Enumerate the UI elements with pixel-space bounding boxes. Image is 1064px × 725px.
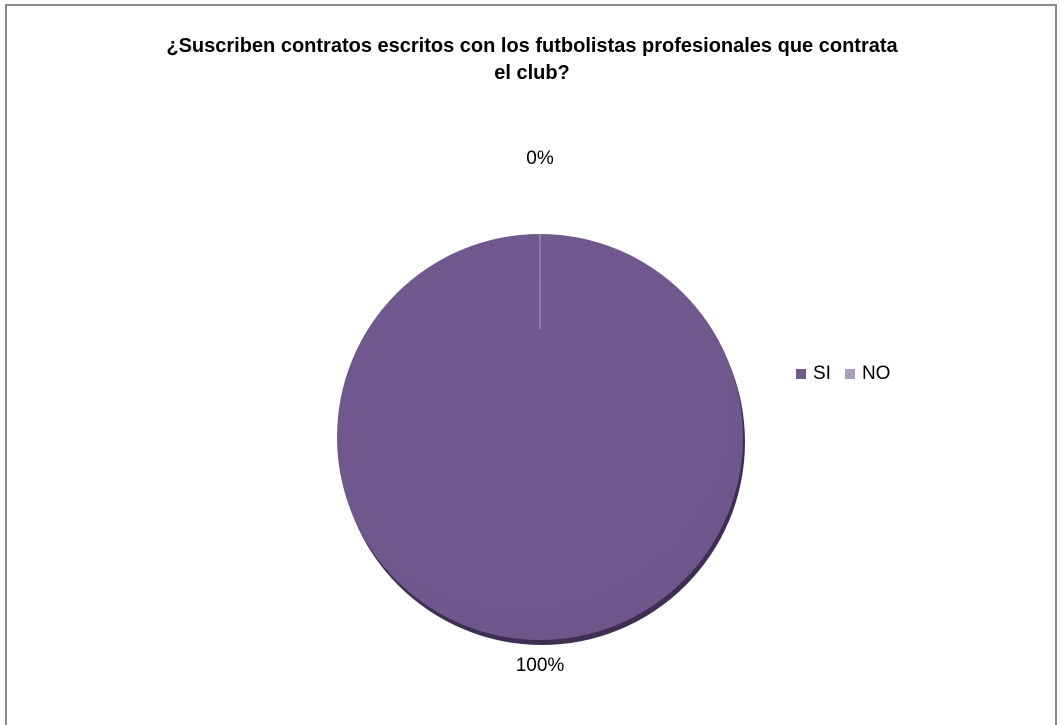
legend-item-si: SI (796, 363, 831, 385)
legend-label-si: SI (813, 363, 831, 384)
legend-swatch-no (844, 369, 855, 379)
chart-title-line-2: el club? (494, 62, 570, 84)
legend-swatch-si (796, 369, 806, 379)
data-label-no: 0% (526, 148, 554, 169)
legend-item-no: NO (844, 363, 891, 385)
chart-title: ¿Suscriben contratos escritos con los fu… (0, 33, 1064, 87)
pie-shading (337, 234, 743, 640)
legend-label-no: NO (861, 363, 891, 384)
chart-title-line-1: ¿Suscriben contratos escritos con los fu… (166, 35, 898, 57)
data-label-si: 100% (516, 655, 565, 676)
chart-legend: SI NO (796, 363, 904, 385)
